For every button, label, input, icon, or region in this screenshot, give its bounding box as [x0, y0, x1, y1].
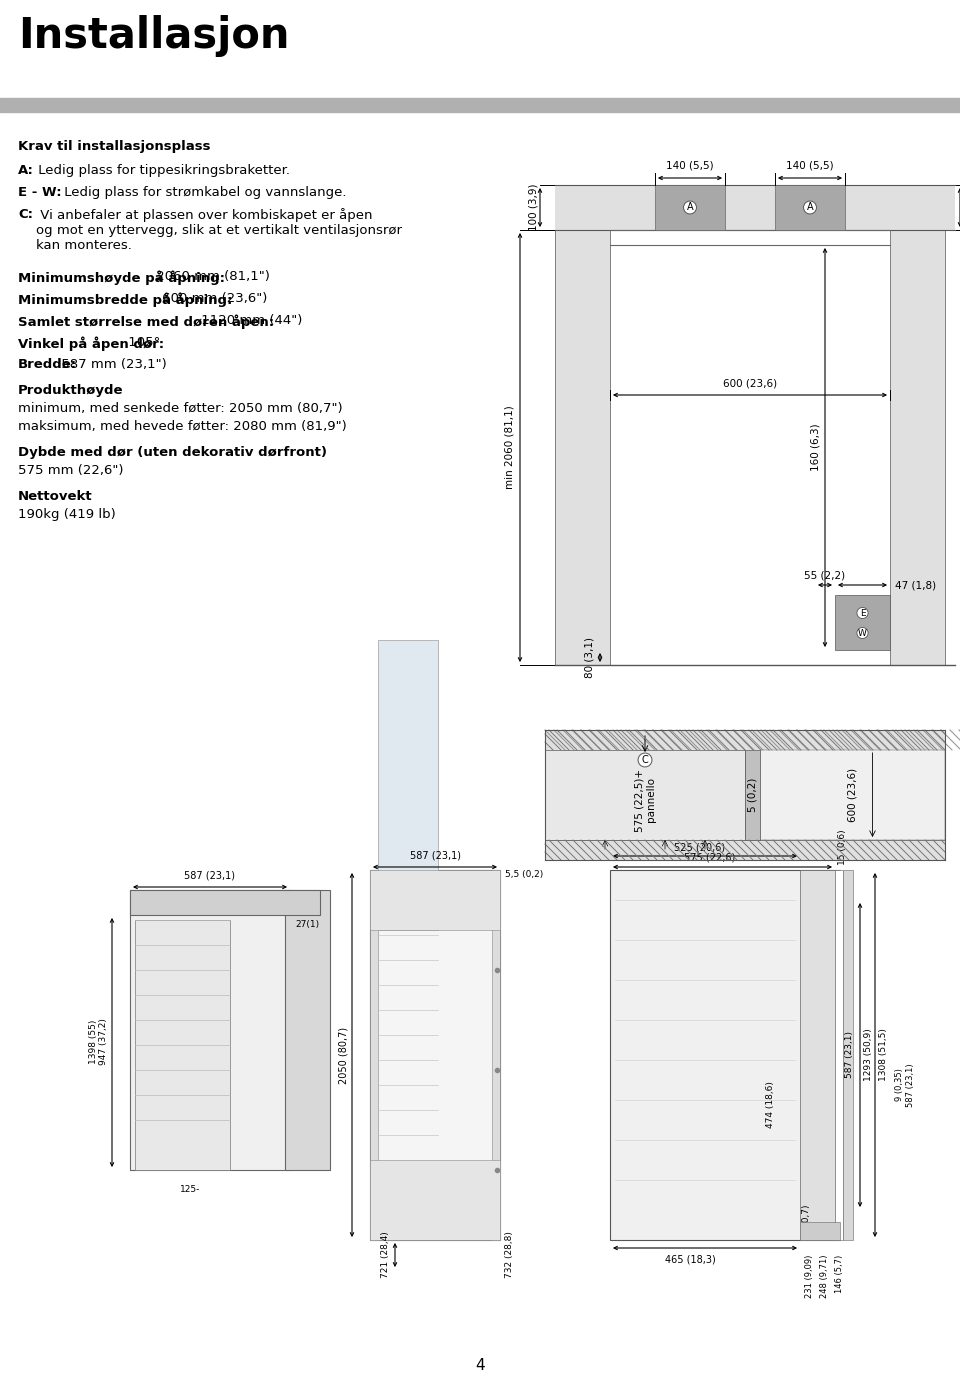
Bar	[545, 841, 945, 860]
Bar	[843, 870, 853, 1241]
Text: 55 (2,2): 55 (2,2)	[804, 570, 846, 580]
Bar	[370, 1160, 500, 1241]
Bar	[775, 185, 845, 230]
Bar	[555, 230, 610, 665]
Text: 474 (18,6): 474 (18,6)	[766, 1082, 775, 1128]
Text: maksimum, med hevede føtter: 2080 mm (81,9"): maksimum, med hevede føtter: 2080 mm (81…	[18, 420, 347, 434]
Text: 231 (9,09): 231 (9,09)	[805, 1255, 814, 1298]
Bar	[655, 185, 725, 230]
Text: A: A	[686, 202, 693, 212]
Text: 15 (0,6): 15 (0,6)	[838, 829, 847, 866]
Text: 27(1): 27(1)	[295, 920, 319, 928]
Text: 146 (5,7): 146 (5,7)	[835, 1255, 844, 1294]
Text: 600 mm (23,6"): 600 mm (23,6")	[158, 291, 268, 305]
Text: 100 (3,9): 100 (3,9)	[528, 184, 538, 231]
Text: 1293 (50,9): 1293 (50,9)	[864, 1029, 873, 1082]
Bar	[370, 870, 378, 1241]
Text: C:: C:	[18, 208, 33, 222]
Bar	[545, 750, 945, 841]
Text: 4: 4	[475, 1358, 485, 1373]
Text: 47 (1,8): 47 (1,8)	[895, 580, 936, 590]
Text: Krav til installasjonsplass: Krav til installasjonsplass	[18, 139, 210, 153]
Text: 125-: 125-	[180, 1185, 201, 1195]
Bar	[610, 870, 840, 1241]
Text: 575 (22,6): 575 (22,6)	[684, 852, 735, 861]
Text: 721 (28,4): 721 (28,4)	[381, 1232, 390, 1278]
Text: 1120 mm (44"): 1120 mm (44")	[197, 314, 302, 328]
Text: Ledig plass for strømkabel og vannslange.: Ledig plass for strømkabel og vannslange…	[60, 185, 347, 199]
Text: E: E	[860, 609, 865, 618]
Bar	[135, 920, 230, 1170]
Text: Samlet størrelse med døren åpen:: Samlet størrelse med døren åpen:	[18, 314, 275, 329]
Text: 140 (5,5): 140 (5,5)	[666, 160, 714, 171]
Bar	[130, 889, 320, 914]
Text: 248 (9,71): 248 (9,71)	[820, 1255, 829, 1298]
Text: A: A	[806, 202, 813, 212]
Bar	[0, 98, 960, 112]
Text: 575 mm (22,6"): 575 mm (22,6")	[18, 464, 124, 477]
Text: 1308 (51,5): 1308 (51,5)	[879, 1029, 888, 1082]
Text: Minimumsbredde på åpning:: Minimumsbredde på åpning:	[18, 291, 232, 307]
Text: 1398 (55)
947 (37,2): 1398 (55) 947 (37,2)	[88, 1019, 108, 1065]
Text: 575 (22,5)+
pannello: 575 (22,5)+ pannello	[635, 768, 656, 831]
Text: 587 (23,1): 587 (23,1)	[845, 1032, 854, 1079]
Bar	[370, 870, 500, 1241]
Bar	[370, 870, 500, 930]
Text: 587 (23,1): 587 (23,1)	[184, 870, 235, 880]
Text: E - W:: E - W:	[18, 185, 61, 199]
Bar	[285, 889, 330, 1170]
Text: Vinkel på åpen dør:: Vinkel på åpen dør:	[18, 336, 164, 350]
Bar	[835, 595, 890, 650]
Text: C: C	[641, 756, 648, 765]
Bar	[130, 889, 290, 1170]
Text: Vi anbefaler at plassen over kombiskapet er åpen
og mot en yttervegg, slik at et: Vi anbefaler at plassen over kombiskapet…	[36, 208, 402, 252]
Text: Ledig plass for tippesikringsbraketter.: Ledig plass for tippesikringsbraketter.	[34, 164, 290, 177]
Text: Nettovekt: Nettovekt	[18, 491, 92, 503]
Bar	[545, 730, 945, 750]
Text: 9 (0,35): 9 (0,35)	[895, 1069, 904, 1101]
Text: min 2060 (81,1): min 2060 (81,1)	[505, 406, 515, 489]
Text: Installasjon: Installasjon	[18, 15, 290, 57]
Text: 20 (0,7): 20 (0,7)	[802, 1204, 811, 1239]
Bar	[835, 870, 843, 1241]
Text: Minimumshøyde på åpning:: Minimumshøyde på åpning:	[18, 270, 225, 284]
Text: 140 (5,5): 140 (5,5)	[786, 160, 834, 171]
Text: A:: A:	[18, 164, 34, 177]
Bar	[545, 730, 945, 750]
Bar	[378, 640, 438, 930]
Bar	[800, 870, 835, 1241]
Text: Bredde:: Bredde:	[18, 358, 77, 371]
Text: 80 (3,1): 80 (3,1)	[585, 637, 595, 677]
Bar	[890, 230, 945, 665]
Text: 2050 (80,7): 2050 (80,7)	[338, 1026, 348, 1083]
Text: 587 mm (23,1"): 587 mm (23,1")	[58, 358, 167, 371]
Text: 732 (28,8): 732 (28,8)	[505, 1231, 514, 1278]
Text: minimum, med senkede føtter: 2050 mm (80,7"): minimum, med senkede føtter: 2050 mm (80…	[18, 401, 343, 415]
Text: 587 (23,1): 587 (23,1)	[906, 1064, 915, 1107]
Text: 160 (6,3): 160 (6,3)	[810, 424, 820, 471]
Text: 465 (18,3): 465 (18,3)	[664, 1255, 715, 1264]
Text: 587 (23,1): 587 (23,1)	[410, 850, 461, 860]
Bar	[555, 185, 955, 230]
Text: Produkthøyde: Produkthøyde	[18, 383, 124, 397]
Text: Dybde med dør (uten dekorativ dørfront): Dybde med dør (uten dekorativ dørfront)	[18, 446, 327, 459]
Text: 2060 mm (81,1"): 2060 mm (81,1")	[153, 270, 271, 283]
Bar	[760, 750, 945, 841]
Bar	[545, 750, 745, 841]
Bar	[800, 1223, 840, 1241]
Text: W: W	[858, 629, 867, 637]
Text: 5,5 (0,2): 5,5 (0,2)	[505, 870, 543, 880]
Text: 600 (23,6): 600 (23,6)	[723, 378, 777, 388]
Text: 525 (20,6): 525 (20,6)	[675, 842, 726, 852]
Bar	[745, 750, 760, 841]
Text: 5 (0,2): 5 (0,2)	[748, 778, 757, 813]
Bar	[492, 870, 500, 1241]
Text: 105°: 105°	[125, 336, 160, 348]
Text: 190kg (419 lb): 190kg (419 lb)	[18, 507, 116, 521]
Text: 600 (23,6): 600 (23,6)	[848, 768, 857, 822]
